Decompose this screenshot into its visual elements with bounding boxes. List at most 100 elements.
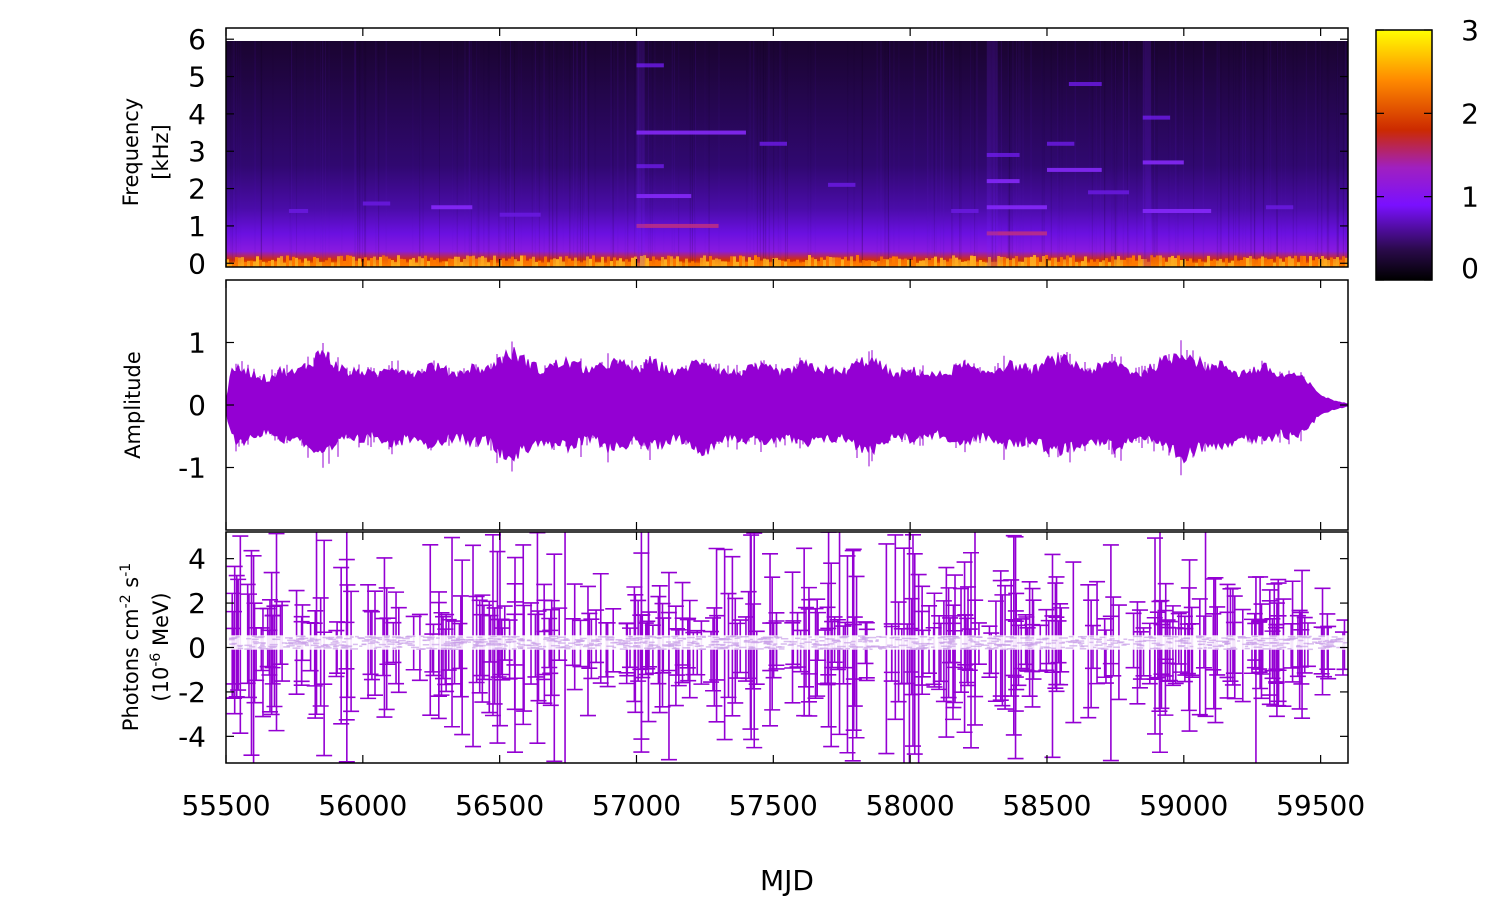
photon-flux-point [856,646,864,648]
photon-flux-point [686,644,693,646]
photon-flux-point [1319,643,1324,645]
spectrogram-y-tick-label: 1 [188,210,206,243]
spectrogram-low-band [844,256,847,267]
photon-flux-point [1244,645,1249,648]
spectrogram-low-band [928,260,931,267]
photon-flux-point [1135,640,1142,643]
photon-flux-point [993,643,1003,646]
photon-flux-point [810,638,816,641]
spectrogram-low-band [1105,258,1108,267]
spectrogram-low-band [1153,257,1156,267]
photon-flux-point [948,645,956,647]
photon-flux-point [791,643,797,645]
photon-flux-point [384,638,390,641]
photon-flux-point [1027,647,1033,650]
photon-flux-point [996,638,1001,641]
colorbar-tick-label: 0 [1461,252,1479,285]
photon-flux-point [309,638,318,641]
photon-flux-point [811,646,818,648]
photon-flux-point [352,643,358,646]
photon-flux-point [455,637,460,640]
spectrogram-low-band [1255,259,1258,267]
waveform-y-tick-label: 1 [188,327,206,360]
photon-flux-point [1068,635,1074,638]
spectrogram-low-band [667,255,670,267]
spectrogram-low-band [460,262,463,267]
photon-flux-point [397,645,402,648]
photon-flux-point [1027,644,1034,646]
photon-flux-point [518,644,525,646]
spectrogram-y-tick-label: 6 [188,23,206,56]
spectrogram-low-band [529,258,532,267]
spectrogram-low-band [604,262,607,267]
photon-flux-point [887,644,893,647]
spectrogram-low-band [577,260,580,267]
photon-flux-point [304,644,310,647]
spectrogram-low-band [1141,259,1144,267]
spectrogram-low-band [295,257,298,267]
photon-flux-point [662,644,670,647]
spectrogram-harmonic [1142,208,1212,213]
photon-flux-point [672,637,676,639]
spectrogram-low-band [1315,256,1318,267]
photon-flux-point [1324,639,1329,642]
photon-flux-point [906,646,913,649]
photon-flux-point [623,640,631,642]
photon-flux-point [1027,645,1032,648]
spectrogram-low-band [580,262,583,267]
spectrogram-low-band [853,261,856,267]
photon-flux-point [788,643,794,646]
spectrogram-low-band [784,261,787,267]
spectrogram-low-band [397,255,400,267]
photon-flux-point [1026,635,1031,637]
spectrogram-low-band [1018,261,1021,267]
spectrogram-low-band [946,261,949,267]
photon-flux-point [511,648,517,650]
spectrogram-low-band [1147,262,1150,267]
photon-flux-point [665,641,671,643]
photon-flux-point [269,643,278,646]
spectrogram-low-band [262,261,265,267]
photon-flux-point [1045,642,1052,645]
photon-flux-point [427,638,435,640]
spectrogram-low-band [424,255,427,267]
photon-flux-point [1094,638,1103,640]
photon-flux-point [316,638,321,641]
spectrogram-low-band [1042,256,1045,267]
spectrogram-low-band [1234,255,1237,267]
spectrogram-low-band [1021,261,1024,267]
photon-flux-point [670,644,675,647]
photon-flux-point [1328,645,1336,648]
photon-flux-point [538,645,543,648]
photon-flux-point [858,640,863,643]
x-tick-label: 57500 [729,789,818,822]
spectrogram-low-band [1144,258,1147,267]
spectrogram-low-band [643,255,646,267]
photon-flux-point [931,646,935,648]
photon-flux-point [1317,640,1322,643]
photon-flux-point [301,643,306,645]
photon-flux-point [748,648,757,650]
spectrogram-panel: 0 1 2 3 4 5 6 Frequency [kHz] [119,23,1349,280]
spectrogram-low-band [1201,261,1204,267]
photon-flux-point [309,637,315,640]
photon-flux-point [1312,641,1317,643]
photon-flux-point [879,636,887,638]
spectrogram-low-band [445,261,448,267]
photon-flux-point [391,636,401,638]
spectrogram-harmonic [986,205,1047,210]
spectrogram-low-band [655,259,658,267]
photon-flux-point [462,641,468,644]
spectrogram-low-band [874,262,877,267]
photon-flux-point [749,638,753,641]
spectrogram-low-band [271,259,274,267]
spectrogram-low-band [385,256,388,267]
spectrogram-low-band [526,260,529,267]
spectrogram-low-band [304,258,307,267]
spectrogram-low-band [1300,255,1303,267]
photon-flux-point [764,638,772,640]
photon-flux-point [296,638,305,640]
spectrogram-low-band [562,261,565,267]
spectrogram-low-band [337,256,340,267]
spectrogram-low-band [232,262,235,267]
